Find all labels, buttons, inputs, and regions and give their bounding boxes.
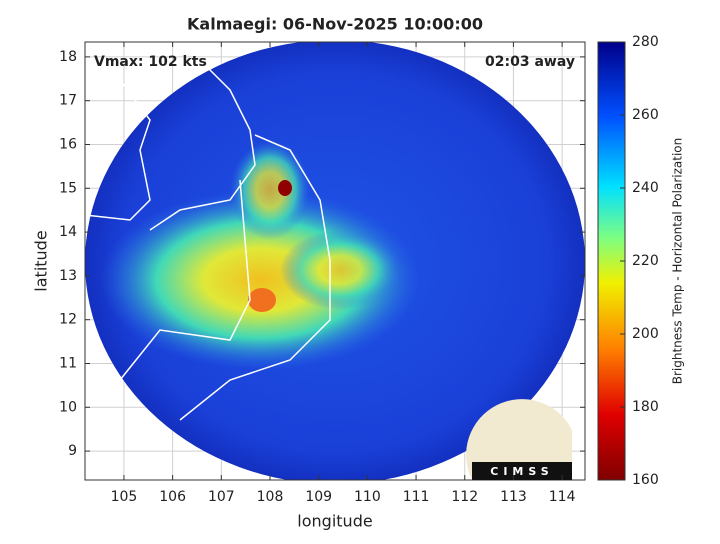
x-tick-label: 111	[403, 489, 430, 505]
y-tick-label: 11	[59, 355, 77, 371]
x-tick-label: 110	[354, 489, 381, 505]
x-tick-label: 108	[257, 489, 284, 505]
plot-area: Kalmaegi: 06-Nov-2025 10:00:00 Vmax: 102…	[32, 15, 586, 531]
colorbar-tick-label: 240	[632, 180, 659, 196]
x-tick-label: 105	[111, 489, 138, 505]
colorbar-tick-label: 180	[632, 399, 659, 415]
y-tick-label: 9	[68, 443, 77, 459]
y-tick-label: 15	[59, 180, 77, 196]
x-axis-label: longitude	[297, 512, 372, 531]
colorbar-tick-label: 220	[632, 253, 659, 269]
plot-frame	[84, 41, 586, 481]
colorbar-tick-label: 160	[632, 472, 659, 488]
x-tick-label: 107	[208, 489, 235, 505]
x-tick-label: 112	[451, 489, 478, 505]
logo: CIMSS	[466, 399, 572, 480]
annotation: 02:03 away	[485, 54, 575, 70]
y-axis-label: latitude	[32, 230, 51, 291]
x-tick-label: 109	[305, 489, 332, 505]
y-tick-label: 10	[59, 399, 77, 415]
coastline	[85, 59, 331, 421]
y-tick-label: 13	[59, 268, 77, 284]
x-tick-label: 114	[549, 489, 576, 505]
y-tick-label: 12	[59, 312, 77, 328]
satellite-image	[85, 42, 585, 480]
colorbar-tick-label: 260	[632, 107, 659, 123]
logo-background	[466, 399, 572, 480]
rain-band	[230, 140, 310, 240]
rain-core	[278, 180, 292, 196]
rain-band	[280, 230, 400, 310]
y-tick-label: 18	[59, 49, 77, 65]
x-tick-label: 106	[159, 489, 186, 505]
y-tick-label: 17	[59, 93, 77, 109]
y-tick-label: 14	[59, 224, 77, 240]
chart-title: Kalmaegi: 06-Nov-2025 10:00:00	[187, 15, 483, 34]
rain-core	[248, 288, 276, 312]
logo-band	[472, 462, 572, 480]
colorbar-label: Brightness Temp - Horizontal Polarizatio…	[671, 138, 685, 385]
colorbar-tick-label: 200	[632, 326, 659, 342]
annotation: Vmax: 102 kts	[94, 54, 207, 70]
x-tick-label: 113	[500, 489, 527, 505]
logo-text: CIMSS	[490, 465, 553, 478]
y-tick-label: 16	[59, 136, 77, 152]
colorbar-tick-label: 280	[632, 34, 659, 50]
